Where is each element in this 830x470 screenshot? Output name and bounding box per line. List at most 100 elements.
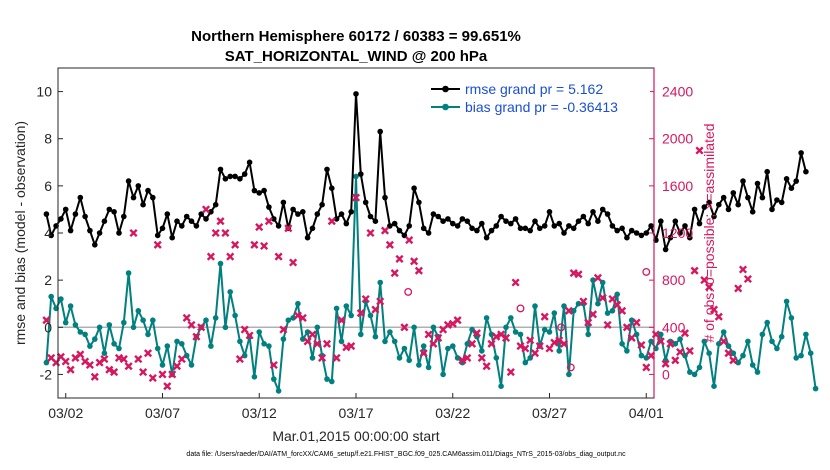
rmse-point: [48, 232, 54, 239]
obs-possible-marker: [516, 304, 525, 313]
obs-assimilated-marker: [119, 355, 128, 364]
y-tick-label-left: 10: [36, 84, 52, 100]
y-tick-label-right: 800: [662, 272, 686, 288]
rmse-point: [111, 209, 117, 215]
x-axis: 03/02 03/07 03/12 03/17 03/22 03/27 04/01: [48, 393, 664, 421]
rmse-point: [401, 232, 408, 239]
obs-assimilated-marker: [337, 316, 346, 325]
rmse-point: [295, 211, 301, 217]
obs-assimilated-marker: [187, 320, 196, 329]
obs-possible-series: [404, 267, 651, 372]
rmse-point: [377, 128, 384, 135]
rmse-point: [43, 211, 50, 217]
bias-point: [140, 317, 146, 324]
bias-point: [609, 308, 616, 314]
obs-assimilated-marker: [603, 320, 612, 329]
bias-point: [479, 348, 485, 354]
bias-point: [575, 300, 582, 307]
bias-point: [425, 364, 432, 371]
bias-point: [125, 270, 132, 276]
rmse-point: [309, 225, 316, 232]
obs-assimilated-marker: [361, 294, 370, 304]
bias-point: [740, 352, 746, 359]
obs-assimilated-marker: [76, 350, 85, 359]
bias-point: [411, 324, 417, 331]
obs-assimilated-marker: [366, 228, 375, 238]
bias-point: [430, 324, 437, 331]
bias-point: [130, 324, 137, 331]
rmse-point: [348, 209, 355, 215]
rmse-point: [648, 223, 654, 229]
rmse-point: [667, 234, 674, 241]
bias-point: [754, 369, 761, 375]
bias-point: [788, 315, 795, 321]
bias-point: [203, 317, 209, 324]
rmse-point: [440, 218, 446, 224]
obs-assimilated-marker: [245, 331, 254, 340]
bias-point: [101, 350, 108, 357]
obs-assimilated-marker: [105, 365, 114, 374]
y-tick-label-right: 400: [662, 319, 686, 335]
obs-assimilated-marker: [506, 368, 515, 377]
obs-assimilated-marker: [642, 363, 651, 372]
rmse-point: [82, 213, 88, 220]
bias-point: [387, 329, 393, 335]
bias-point: [212, 315, 219, 321]
obs-assimilated-marker: [734, 284, 743, 293]
bias-point: [643, 355, 650, 361]
bias-point: [498, 383, 504, 390]
obs-assimilated-marker: [579, 297, 588, 306]
rmse-point: [343, 220, 350, 227]
rmse-point: [290, 206, 296, 213]
obs-possible-marker: [566, 363, 575, 372]
obs-assimilated-marker: [661, 359, 670, 368]
bias-point: [483, 315, 490, 321]
rmse-point: [77, 194, 84, 201]
obs-assimilated-series: [42, 146, 752, 391]
obs-assimilated-marker: [487, 339, 496, 348]
obs-assimilated-marker: [351, 193, 361, 202]
obs-assimilated-marker: [530, 349, 540, 358]
y-tick-label-left: 0: [44, 319, 52, 335]
obs-assimilated-marker: [356, 309, 365, 318]
rmse-point: [217, 166, 224, 173]
rmse-point: [749, 209, 756, 215]
bias-point: [251, 374, 258, 380]
bias-point: [764, 319, 770, 326]
obs-assimilated-marker: [414, 266, 423, 275]
bias-point: [706, 350, 712, 357]
rmse-point: [212, 201, 219, 208]
obs-assimilated-marker: [468, 339, 477, 348]
bias-point: [338, 338, 345, 345]
bias-point: [329, 378, 335, 385]
x-tick-label: 03/27: [532, 405, 567, 421]
bias-point: [638, 352, 645, 359]
obs-assimilated-marker: [221, 228, 230, 238]
bias-point: [488, 331, 495, 338]
bias-point: [508, 315, 514, 321]
bias-point: [256, 329, 263, 335]
rmse-point: [430, 211, 437, 217]
rmse-point: [633, 230, 640, 236]
obs-assimilated-marker: [371, 305, 380, 314]
obs-assimilated-marker: [347, 342, 356, 351]
rmse-point: [783, 176, 790, 182]
y-tick-label-right: 2000: [662, 131, 693, 147]
rmse-point: [730, 190, 737, 196]
rmse-point: [803, 168, 809, 175]
x-tick-label: 04/01: [629, 405, 664, 421]
bias-point: [150, 317, 156, 324]
rmse-point: [450, 220, 456, 227]
rmse-point: [604, 211, 611, 217]
rmse-point: [764, 168, 770, 175]
rmse-point: [411, 185, 417, 191]
obs-assimilated-marker: [738, 265, 748, 274]
obs-assimilated-marker: [289, 258, 298, 267]
bias-point: [624, 348, 630, 354]
rmse-point: [643, 230, 650, 236]
rmse-point: [266, 204, 272, 210]
rmse-point: [87, 227, 93, 234]
y-tick-label-left: 6: [44, 178, 52, 194]
obs-assimilated-marker: [100, 355, 109, 364]
rmse-point: [590, 209, 596, 215]
